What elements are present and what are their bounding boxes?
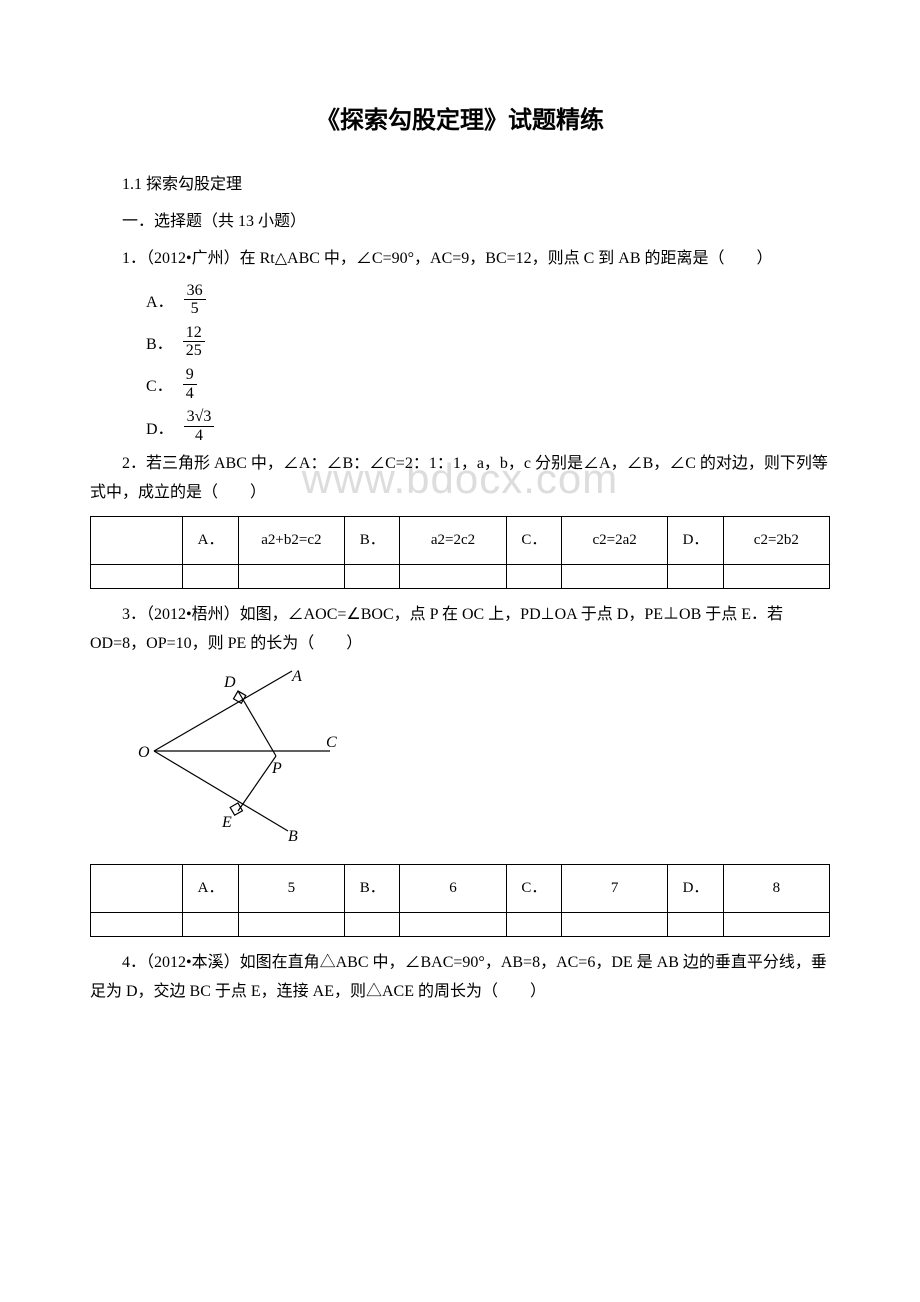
cell-value: 6: [400, 865, 506, 913]
denominator: 5: [184, 300, 206, 318]
numerator: 36: [184, 282, 206, 301]
cell-letter: C．: [506, 516, 561, 564]
table-row: A． 5 B． 6 C． 7 D． 8: [91, 865, 830, 913]
q1-option-d: D． 3√3 4: [146, 408, 830, 444]
cell-letter: A．: [183, 865, 238, 913]
cell-letter: D．: [668, 516, 723, 564]
q1-option-c: C． 9 4: [146, 366, 830, 402]
cell-value: 7: [562, 865, 668, 913]
q3-text: 3．（2012•梧州）如图，∠AOC=∠BOC，点 P 在 OC 上，PD⊥OA…: [90, 601, 830, 659]
label-O: O: [138, 744, 150, 761]
label-A: A: [291, 669, 302, 685]
cell-value: c2=2b2: [723, 516, 829, 564]
cell-letter: D．: [668, 865, 723, 913]
option-letter: A．: [146, 289, 174, 318]
fraction: 12 25: [183, 324, 205, 360]
cell-letter: C．: [506, 865, 561, 913]
cell-letter: B．: [345, 865, 400, 913]
section-label: 1.1 探索勾股定理: [90, 171, 830, 200]
q1-option-b: B． 12 25: [146, 324, 830, 360]
q4-text: 4．（2012•本溪）如图在直角△ABC 中，∠BAC=90°，AB=8，AC=…: [90, 949, 830, 1007]
option-letter: C．: [146, 373, 173, 402]
option-letter: B．: [146, 331, 173, 360]
cell-value: a2=2c2: [400, 516, 506, 564]
numerator: 12: [183, 324, 205, 343]
label-B: B: [288, 828, 298, 844]
table-row: [91, 564, 830, 588]
cell-letter: B．: [345, 516, 400, 564]
numerator: 3√3: [184, 408, 215, 427]
option-letter: D．: [146, 416, 174, 445]
q2-answer-table: A． a2+b2=c2 B． a2=2c2 C． c2=2a2 D． c2=2b…: [90, 516, 830, 589]
geometry-diagram: O P C D A E B: [130, 669, 340, 844]
cell-value: 8: [723, 865, 829, 913]
numerator: 9: [183, 366, 197, 385]
q1-text: 1．（2012•广州）在 Rt△ABC 中，∠C=90°，AC=9，BC=12，…: [90, 245, 830, 274]
cell-letter: A．: [183, 516, 238, 564]
cell-value: c2=2a2: [562, 516, 668, 564]
label-D: D: [223, 674, 236, 691]
denominator: 4: [184, 427, 215, 445]
part-heading: 一．选择题（共 13 小题）: [90, 208, 830, 237]
fraction: 36 5: [184, 282, 206, 318]
table-row: A． a2+b2=c2 B． a2=2c2 C． c2=2a2 D． c2=2b…: [91, 516, 830, 564]
page-title: 《探索勾股定理》试题精练: [90, 100, 830, 143]
q3-figure: O P C D A E B: [130, 669, 830, 855]
cell-value: 5: [238, 865, 344, 913]
q1-option-a: A． 36 5: [146, 282, 830, 318]
denominator: 4: [183, 385, 197, 403]
table-row: [91, 913, 830, 937]
fraction: 9 4: [183, 366, 197, 402]
q3-answer-table: A． 5 B． 6 C． 7 D． 8: [90, 864, 830, 937]
label-P: P: [271, 760, 282, 777]
label-C: C: [326, 734, 337, 751]
fraction: 3√3 4: [184, 408, 215, 444]
cell-value: a2+b2=c2: [238, 516, 344, 564]
q2-text: 2．若三角形 ABC 中，∠A：∠B：∠C=2：1：1，a，b，c 分别是∠A，…: [90, 450, 830, 508]
denominator: 25: [183, 342, 205, 360]
label-E: E: [221, 814, 232, 831]
